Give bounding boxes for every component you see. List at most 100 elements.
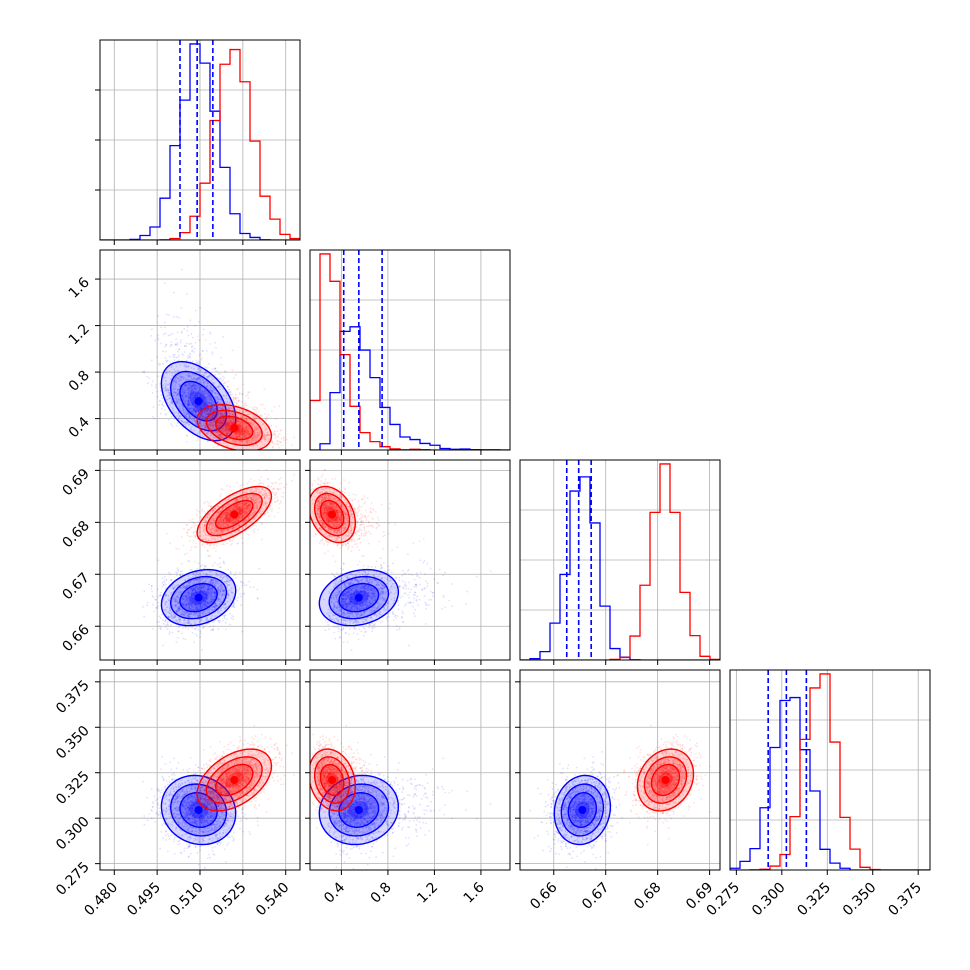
y-tick-label: 1.6 bbox=[66, 275, 93, 302]
scatter-point bbox=[155, 598, 157, 601]
scatter-point bbox=[165, 361, 168, 363]
scatter-point bbox=[241, 392, 244, 395]
scatter-point bbox=[202, 411, 205, 414]
scatter-point bbox=[177, 636, 179, 639]
scatter-point bbox=[206, 382, 209, 385]
scatter-point bbox=[229, 390, 232, 393]
scatter-point bbox=[176, 414, 179, 417]
scatter-point bbox=[193, 376, 195, 379]
scatter-point bbox=[202, 393, 205, 396]
scatter-point bbox=[146, 382, 149, 385]
scatter-point bbox=[193, 429, 196, 432]
scatter-point bbox=[157, 338, 160, 341]
scatter-point bbox=[178, 348, 181, 351]
scatter-point bbox=[199, 636, 202, 638]
scatter-point bbox=[191, 631, 194, 634]
scatter-point bbox=[151, 328, 153, 331]
scatter-point bbox=[264, 419, 267, 421]
scatter-point bbox=[279, 429, 282, 432]
scatter-point bbox=[203, 405, 206, 408]
scatter-point bbox=[221, 412, 224, 415]
scatter-point bbox=[278, 433, 281, 436]
scatter-point bbox=[206, 409, 209, 412]
scatter-point bbox=[181, 395, 184, 397]
scatter-point bbox=[194, 396, 197, 398]
scatter-point bbox=[275, 425, 278, 428]
scatter-point bbox=[179, 574, 182, 577]
scatter-point bbox=[212, 621, 215, 624]
scatter-point bbox=[143, 370, 146, 373]
scatter-point bbox=[239, 571, 241, 574]
scatter-point bbox=[194, 397, 196, 399]
scatter-point bbox=[170, 415, 173, 418]
scatter-point bbox=[165, 386, 167, 389]
scatter-point bbox=[183, 553, 186, 556]
scatter-point bbox=[195, 423, 197, 426]
scatter-point bbox=[183, 345, 186, 348]
scatter-point bbox=[211, 390, 214, 393]
scatter-point bbox=[236, 408, 239, 411]
scatter-point bbox=[164, 332, 167, 335]
scatter-point bbox=[194, 633, 197, 635]
scatter-point bbox=[276, 439, 278, 442]
scatter-point bbox=[198, 404, 201, 407]
scatter-point bbox=[195, 388, 197, 391]
scatter-point bbox=[199, 363, 202, 366]
scatter-point bbox=[194, 404, 196, 407]
scatter-point bbox=[192, 410, 195, 413]
scatter-point bbox=[209, 408, 211, 410]
scatter-point bbox=[211, 564, 214, 567]
scatter-point bbox=[196, 408, 199, 411]
scatter-point bbox=[213, 409, 215, 412]
scatter-point bbox=[204, 339, 207, 342]
scatter-point bbox=[198, 416, 201, 418]
scatter-point bbox=[178, 630, 180, 633]
scatter-point bbox=[241, 630, 244, 633]
scatter-point bbox=[223, 382, 226, 384]
scatter-point bbox=[165, 359, 168, 362]
scatter-point bbox=[196, 405, 199, 408]
scatter-point bbox=[186, 421, 189, 423]
scatter-point bbox=[218, 557, 221, 560]
scatter-point bbox=[178, 407, 181, 410]
scatter-point bbox=[243, 404, 246, 407]
scatter-point bbox=[227, 421, 229, 424]
scatter-point bbox=[165, 624, 167, 627]
scatter-point bbox=[220, 356, 222, 359]
scatter-point bbox=[213, 396, 216, 399]
scatter-point bbox=[183, 365, 186, 368]
scatter-point bbox=[218, 425, 220, 428]
scatter-point bbox=[237, 596, 240, 599]
scatter-point bbox=[204, 395, 206, 398]
scatter-point bbox=[188, 415, 191, 418]
scatter-point bbox=[196, 410, 199, 413]
scatter-point bbox=[160, 326, 163, 329]
scatter-point bbox=[199, 421, 202, 423]
scatter-point bbox=[195, 370, 198, 373]
scatter-point bbox=[180, 394, 183, 397]
scatter-point bbox=[222, 419, 225, 422]
scatter-point bbox=[220, 422, 223, 425]
scatter-point bbox=[232, 618, 235, 621]
scatter-point bbox=[209, 343, 212, 345]
scatter-point bbox=[157, 362, 160, 365]
scatter-point bbox=[210, 402, 212, 405]
scatter-point bbox=[151, 603, 154, 606]
scatter-point bbox=[220, 407, 222, 410]
scatter-point bbox=[183, 413, 186, 416]
scatter-point bbox=[162, 577, 164, 580]
scatter-point bbox=[191, 345, 194, 348]
scatter-point bbox=[256, 597, 259, 600]
scatter-point bbox=[197, 363, 200, 365]
scatter-point bbox=[190, 389, 193, 392]
scatter-point bbox=[258, 418, 261, 420]
scatter-point bbox=[189, 404, 191, 407]
scatter-point bbox=[169, 401, 172, 404]
scatter-point bbox=[168, 389, 170, 392]
scatter-point bbox=[204, 426, 207, 428]
scatter-point bbox=[168, 392, 171, 395]
scatter-point bbox=[200, 415, 203, 417]
scatter-point bbox=[208, 411, 211, 413]
scatter-point bbox=[193, 407, 196, 410]
scatter-point bbox=[201, 405, 204, 408]
